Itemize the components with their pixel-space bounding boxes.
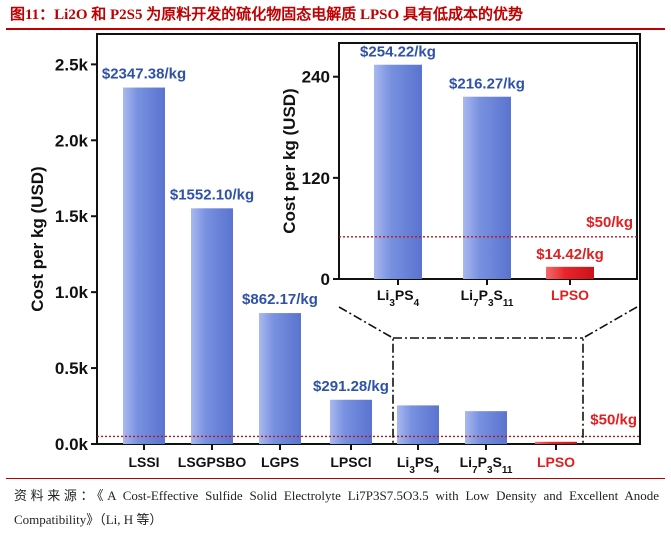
inset-data-label: $254.22/kg xyxy=(360,44,436,61)
data-label: $1552.10/kg xyxy=(170,186,254,203)
y-tick-label: 2.0k xyxy=(55,131,89,150)
bar xyxy=(330,399,372,444)
inset-reference-line-label: $50/kg xyxy=(586,214,633,231)
bar xyxy=(465,411,507,444)
y-tick-label: 1.5k xyxy=(55,207,89,226)
inset-bar xyxy=(463,96,511,279)
inset-y-tick-label: 0 xyxy=(321,270,330,289)
bar xyxy=(397,405,439,444)
inset-x-tick-label: Li7P3S11 xyxy=(461,287,514,309)
data-label: $2347.38/kg xyxy=(102,66,186,83)
reference-line-label: $50/kg xyxy=(590,411,637,428)
inset-data-label: $216.27/kg xyxy=(449,76,525,93)
inset-y-axis-label: Cost per kg (USD) xyxy=(280,88,299,233)
y-tick-label: 0.5k xyxy=(55,359,89,378)
x-tick-label: LPSO xyxy=(537,454,575,470)
data-label: $291.28/kg xyxy=(313,378,389,395)
inset-data-label: $14.42/kg xyxy=(536,246,604,263)
y-tick-label: 2.5k xyxy=(55,55,89,74)
inset-x-tick-label: Li3PS4 xyxy=(377,287,420,309)
x-tick-label: Li7P3S11 xyxy=(460,454,513,476)
x-tick-label: LPSCl xyxy=(330,454,371,470)
x-tick-label: LSSI xyxy=(128,454,159,470)
bar xyxy=(191,208,233,444)
inset-y-tick-label: 240 xyxy=(302,68,330,87)
x-tick-label: Li3PS4 xyxy=(397,454,440,476)
x-tick-label: LGPS xyxy=(261,454,299,470)
cost-chart: 0.0k 0.5k 1.0k 1.5k 2.0k 2.5k Cost per kg (USD… xyxy=(28,33,641,476)
bar xyxy=(535,441,577,444)
zoom-connector-left xyxy=(338,306,394,444)
inset-bar xyxy=(374,64,422,280)
inset-bar xyxy=(546,266,594,279)
inset-y-tick-label: 120 xyxy=(302,169,330,188)
y-axis-label: Cost per kg (USD) xyxy=(28,166,47,311)
inset-x-tick-label: LPSO xyxy=(551,287,589,303)
main-chart: 0.0k 0.5k 1.0k 1.5k 2.0k 2.5k Cost per kg (USD… xyxy=(28,33,641,476)
figure-title: 图11：Li2O 和 P2S5 为原料开发的硫化物固态电解质 LPSO 具有低成… xyxy=(10,7,523,23)
bar xyxy=(123,87,165,445)
title-rule xyxy=(6,28,665,30)
x-tick-label: LSGPSBO xyxy=(178,454,247,470)
data-label: $862.17/kg xyxy=(242,291,318,308)
y-tick-label: 1.0k xyxy=(55,283,89,302)
y-tick-label: 0.0k xyxy=(55,435,89,454)
bar xyxy=(259,313,301,444)
zoom-connector-right xyxy=(582,306,638,444)
source-note: 资料来源：《A Cost-Effective Sulfide Solid Ele… xyxy=(14,484,659,532)
source-text: 资料来源：《A Cost-Effective Sulfide Solid Ele… xyxy=(14,488,659,527)
source-rule xyxy=(6,478,665,479)
